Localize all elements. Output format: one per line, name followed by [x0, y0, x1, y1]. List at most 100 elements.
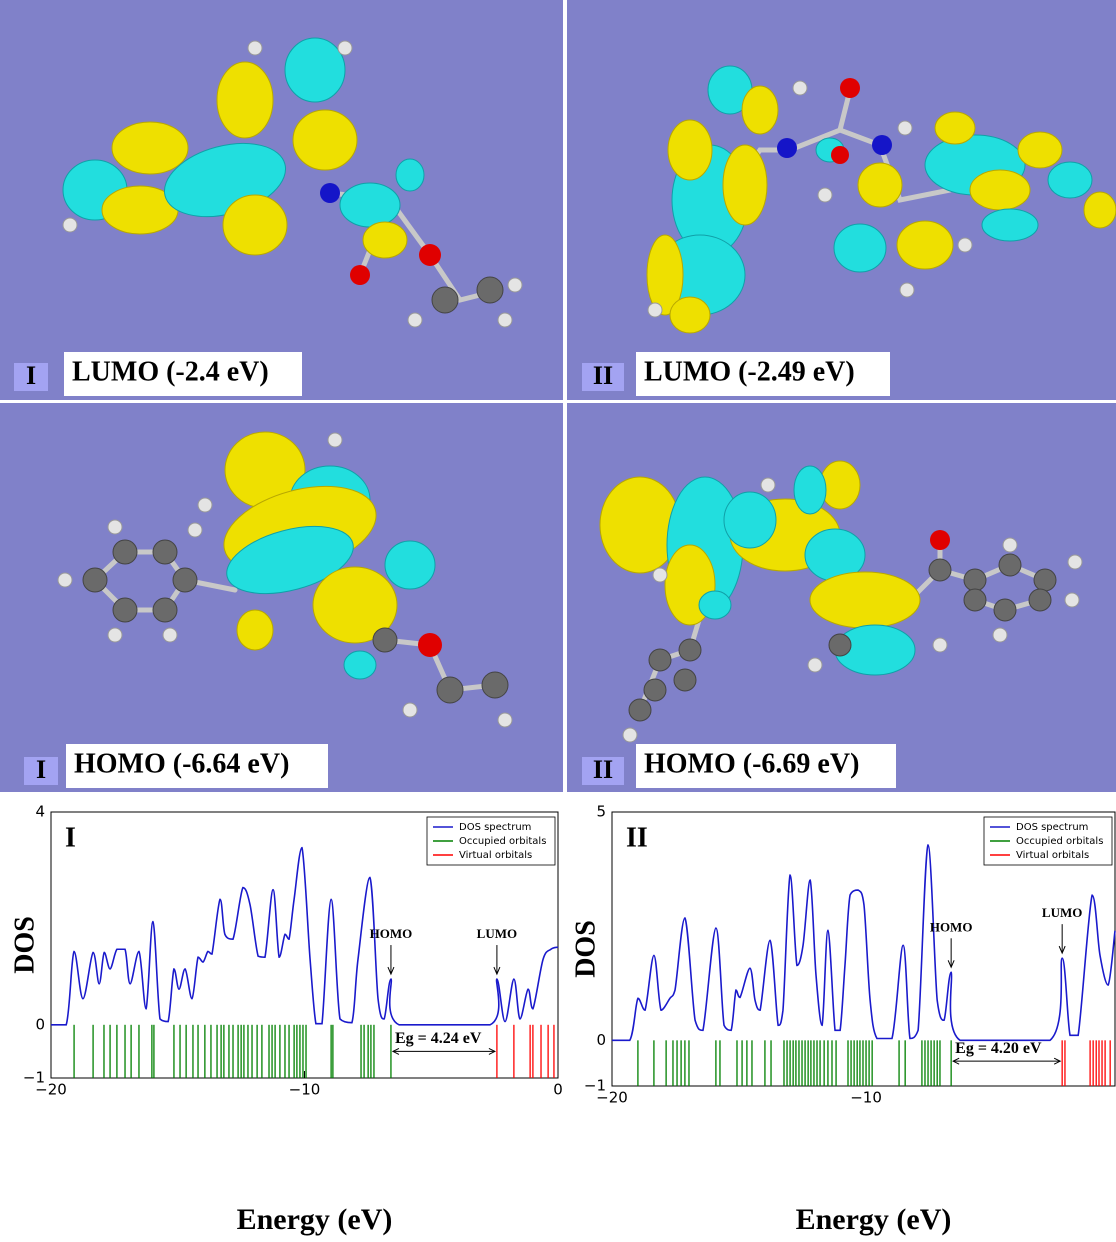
atom	[152, 539, 178, 565]
gap-label: Eg = 4.24 eV	[395, 1030, 482, 1047]
orbital-lobe	[236, 609, 274, 651]
orbital-lobe	[111, 121, 189, 175]
panel-label: I	[26, 361, 36, 390]
panel-label: II	[593, 755, 613, 784]
x-tick-label: −20	[35, 1081, 67, 1099]
atom	[57, 572, 73, 588]
orbital-lobe	[292, 109, 358, 171]
y-tick-label: −1	[584, 1077, 606, 1095]
annotation-label: HOMO	[930, 919, 973, 934]
arrow-head	[1058, 945, 1066, 955]
dos-curve	[51, 846, 559, 1026]
chart-label: II	[626, 822, 648, 853]
atom	[162, 627, 178, 643]
x-tick-label: −20	[596, 1089, 628, 1107]
y-axis-label: DOS	[570, 920, 601, 978]
atom	[497, 712, 513, 728]
arrow-head	[493, 966, 501, 976]
orbital-lobe	[339, 182, 401, 228]
chart-label: I	[65, 822, 76, 853]
atom	[107, 519, 123, 535]
atom	[152, 597, 178, 623]
orbital-lobe	[343, 650, 377, 680]
atom	[402, 702, 418, 718]
orbital-lobe	[793, 465, 827, 515]
atom	[419, 244, 441, 266]
atom	[628, 698, 652, 722]
orbital-lobe	[226, 525, 354, 595]
orbital-lobe	[669, 296, 711, 334]
atom	[112, 597, 138, 623]
atom	[1002, 537, 1018, 553]
dos-curve	[612, 844, 1116, 1042]
legend-label: Occupied orbitals	[459, 836, 546, 847]
orbital-lobe	[1017, 131, 1063, 169]
x-axis-label: Energy (eV)	[237, 1203, 393, 1236]
atom	[350, 265, 370, 285]
atom	[957, 237, 973, 253]
panel-title: LUMO (-2.49 eV)	[644, 356, 855, 387]
label-box	[14, 363, 48, 391]
atom	[418, 633, 442, 657]
atom	[897, 120, 913, 136]
molecule	[57, 431, 513, 728]
atom	[407, 312, 423, 328]
atom	[899, 282, 915, 298]
atom	[327, 432, 343, 448]
orbital-lobe	[934, 111, 976, 145]
atom	[998, 553, 1022, 577]
label-box	[582, 363, 624, 391]
orbital-lobe	[1083, 191, 1116, 229]
title-box	[66, 744, 328, 788]
atom	[647, 302, 663, 318]
atom	[172, 567, 198, 593]
gap-label: Eg = 4.20 eV	[955, 1040, 1042, 1057]
atom	[247, 40, 263, 56]
atom	[476, 276, 504, 304]
molecule	[646, 65, 1116, 334]
atom	[817, 187, 833, 203]
y-axis-label: DOS	[9, 916, 40, 974]
arrow-head	[387, 966, 395, 976]
arrow-head	[391, 1047, 497, 1055]
atom	[963, 588, 987, 612]
atom	[643, 678, 667, 702]
title-box	[636, 744, 896, 788]
orbital-lobe	[969, 169, 1031, 211]
y-tick-label: −1	[23, 1069, 45, 1087]
orbital-lobe	[833, 223, 887, 273]
atom	[992, 627, 1008, 643]
x-tick-label: −10	[289, 1081, 321, 1099]
panel-bg	[567, 0, 1116, 400]
label-box	[24, 757, 58, 785]
atom	[932, 637, 948, 653]
x-tick-label: −10	[850, 1089, 882, 1107]
orbital-lobe	[216, 61, 274, 139]
legend-label: Occupied orbitals	[1016, 836, 1103, 847]
atom	[760, 477, 776, 493]
panel-label: II	[593, 361, 613, 390]
title-box	[636, 352, 890, 396]
atom	[187, 522, 203, 538]
legend-label: Virtual orbitals	[459, 850, 532, 861]
title-box	[64, 352, 302, 396]
atom	[1028, 588, 1052, 612]
orbital-lobe	[723, 491, 777, 549]
x-tick-label: 0	[553, 1081, 563, 1099]
atom	[431, 286, 459, 314]
arrow-head	[947, 960, 955, 969]
atom	[507, 277, 523, 293]
atom	[1064, 592, 1080, 608]
atom	[993, 598, 1017, 622]
orbital-lobe	[312, 566, 398, 644]
x-axis-label: Energy (eV)	[796, 1203, 952, 1236]
atom	[1033, 568, 1057, 592]
y-tick-label: 0	[35, 1015, 45, 1033]
atom	[652, 567, 668, 583]
atom	[62, 217, 78, 233]
atom	[481, 671, 509, 699]
orbital-lobe	[384, 540, 436, 590]
molecule	[599, 460, 1083, 743]
atom	[648, 648, 672, 672]
